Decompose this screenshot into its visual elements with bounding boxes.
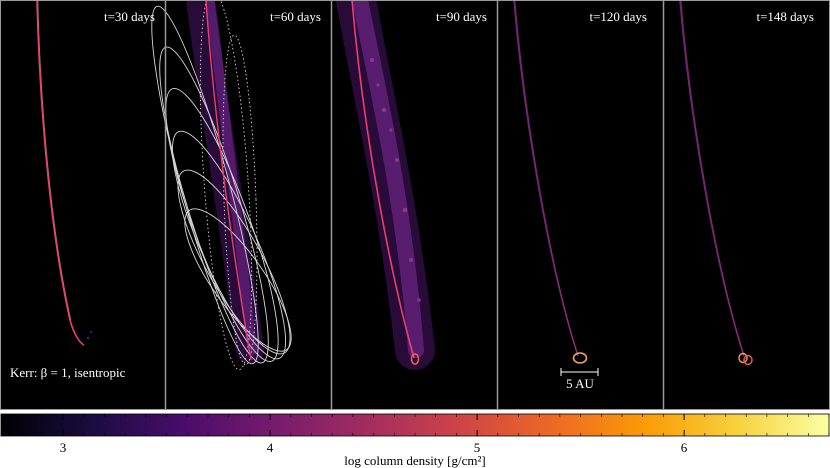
debris-cloud-core [205,0,257,355]
panel-2: t=60 days [151,0,321,370]
orbit-ellipse [171,130,287,360]
bound-core [743,354,753,366]
debris-stream [36,0,85,346]
debris-speck [402,207,408,213]
debris-speck [370,58,374,62]
colorbar-tick-label: 5 [474,440,481,455]
panel-label: t=60 days [270,9,321,24]
panel-label: t=90 days [436,9,487,24]
debris-stream [205,0,252,361]
orbit-ellipse-dotted [222,34,258,366]
debris-specks [370,58,421,302]
debris-dot [90,331,92,333]
colorbar-title: log column density [g/cm²] [344,453,485,468]
orbit-ellipses [151,0,292,370]
bound-core [738,352,748,364]
debris-speck [376,83,380,87]
panel-4: 5 AU t=120 days [513,0,647,391]
colorbar-tick-label: 4 [267,440,274,455]
debris-stream [351,0,415,359]
panel-label: t=148 days [756,9,814,24]
orbit-ellipse [177,169,291,355]
scale-bar [560,368,599,376]
bound-core [572,352,588,364]
debris-stream-core [680,0,745,357]
debris-dot [86,336,90,340]
debris-speck [389,128,393,132]
colorbar-bar [0,413,830,437]
stream-core [37,0,72,321]
panel-5: t=148 days [679,0,814,366]
debris-stream-core [514,0,579,357]
debris-speck [395,158,399,162]
scale-bar-label: 5 AU [566,376,594,391]
panel-separators [164,0,665,410]
colorbar-tick-label: 3 [60,440,67,455]
orbit-ellipse-dotted [199,0,253,370]
bound-core [410,353,420,365]
debris-speck [409,258,413,262]
orbit-ellipse [165,87,279,363]
debris-speck [381,107,387,113]
panel-3: t=90 days [336,0,487,370]
panel-label: t=30 days [104,9,155,24]
colorbar-major-ticks [62,414,685,436]
colorbar: 3 4 5 6 log column density [g/cm²] [0,413,830,468]
debris-speck [417,298,421,302]
colorbar-minor-ticks [0,414,830,436]
panel-1: t=30 days Kerr: β = 1, isentropic [10,0,155,380]
orbit-ellipse [184,208,292,352]
debris-cloud-core [352,0,424,358]
panel-label: t=120 days [589,9,647,24]
colorbar-tick-label: 6 [681,440,688,455]
model-note: Kerr: β = 1, isentropic [10,365,126,380]
orbit-ellipse [151,5,259,365]
